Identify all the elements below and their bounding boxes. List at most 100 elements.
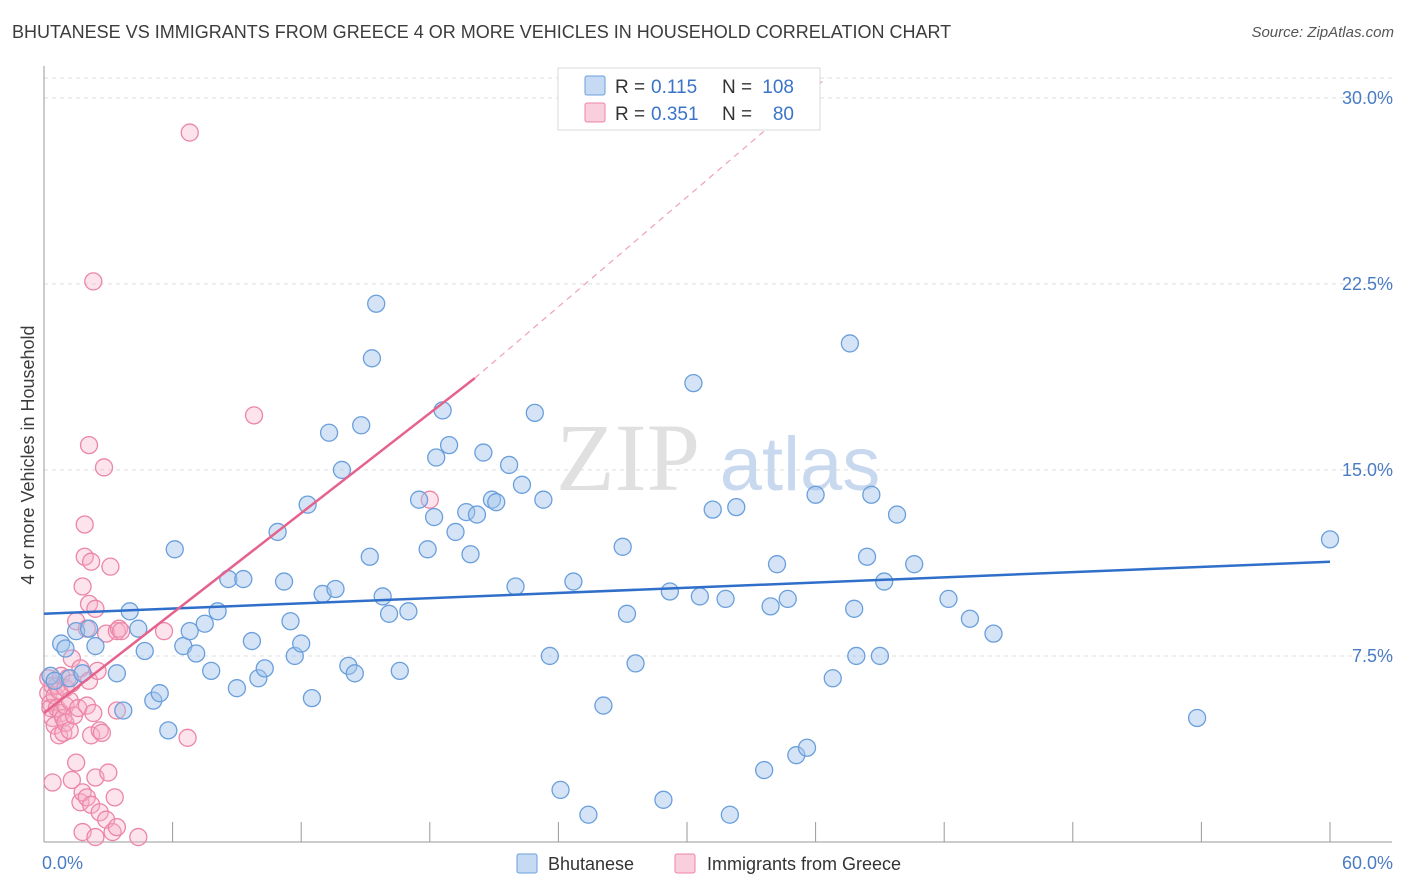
bhutanese-trend-line (43, 560, 1331, 616)
bhutanese-point (690, 587, 710, 606)
greece-point (107, 622, 127, 641)
legend-n-label-1: N = (722, 77, 752, 98)
bhutanese-point (373, 587, 392, 606)
greece-point (105, 788, 124, 807)
bhutanese-point (806, 485, 825, 504)
greece-point (86, 827, 105, 847)
bhutanese-point (345, 664, 364, 683)
bhutanese-point (660, 582, 680, 601)
greece-point (84, 272, 103, 291)
bhutanese-point (180, 622, 199, 641)
y-tick-labels: 7.5% 15.0% 22.5% 30.0% (1342, 88, 1393, 666)
bhutanese-point (887, 505, 907, 524)
bhutanese-point (107, 664, 127, 683)
bhutanese-point (439, 435, 459, 455)
bottom-legend: Bhutanese Immigrants from Greece (516, 853, 901, 874)
bhutanese-point (424, 507, 444, 527)
legend-r-value-2: 0.351 (651, 104, 699, 125)
bhutanese-point (797, 738, 817, 757)
bhutanese-point (551, 780, 570, 800)
series-greece-points (39, 123, 439, 847)
bhutanese-point (249, 669, 268, 688)
bhutanese-point (302, 688, 322, 708)
bhutanese-point (1320, 530, 1340, 549)
bhutanese-point (461, 545, 480, 564)
series-bhutanese-points (41, 294, 1340, 824)
bottom-legend-label-bhutanese: Bhutanese (548, 854, 634, 874)
bhutanese-point (720, 805, 740, 824)
bhutanese-point (195, 614, 214, 633)
bhutanese-point (352, 416, 371, 435)
watermark-zip: ZIP (556, 404, 700, 511)
bhutanese-point (684, 373, 703, 393)
source-label: Source: ZipAtlas.com (1251, 24, 1394, 41)
legend-swatch-greece (584, 102, 606, 123)
bhutanese-point (150, 684, 169, 703)
legend-box: R = 0.115 N = 108 R = 0.351 N = 80 (557, 67, 821, 131)
bhutanese-point (540, 646, 559, 666)
bhutanese-point (292, 634, 311, 653)
greece-trend-line (43, 377, 476, 714)
y-tick-label: 7.5% (1352, 646, 1393, 666)
greece-point (60, 721, 79, 740)
bhutanese-point (857, 547, 877, 566)
trend-lines (43, 77, 1331, 714)
bottom-legend-swatch-greece (674, 853, 696, 874)
greece-point (62, 770, 82, 790)
watermark: ZIP atlas (556, 404, 880, 511)
chart-title: BHUTANESE VS IMMIGRANTS FROM GREECE 4 OR… (12, 22, 952, 42)
bhutanese-point (298, 495, 317, 514)
bhutanese-point (234, 569, 253, 589)
greece-point (82, 552, 101, 571)
greece-point (99, 763, 118, 782)
bhutanese-point (379, 604, 399, 623)
bhutanese-point (767, 555, 787, 574)
y-tick-label: 22.5% (1342, 274, 1393, 294)
bhutanese-point (984, 624, 1003, 643)
bhutanese-point (870, 646, 890, 666)
bhutanese-point (487, 493, 506, 512)
bhutanese-point (144, 691, 163, 710)
greece-point (90, 721, 109, 740)
greece-point (101, 557, 120, 576)
y-tick-label: 30.0% (1342, 88, 1393, 108)
bhutanese-point (594, 696, 613, 715)
greece-point (94, 458, 114, 477)
bhutanese-point (512, 475, 532, 494)
bhutanese-point (339, 656, 358, 676)
bhutanese-point (960, 609, 980, 628)
greece-point (178, 728, 197, 747)
bhutanese-point (787, 746, 806, 765)
legend-r-label-2: R = (615, 104, 645, 125)
bhutanese-point (135, 641, 154, 661)
bhutanese-point (362, 349, 382, 368)
x-tick-label-min: 0.0% (42, 853, 83, 873)
greece-point (154, 622, 174, 641)
greece-point (420, 490, 439, 509)
bhutanese-point (187, 644, 206, 663)
bhutanese-point (716, 589, 735, 609)
greece-point (73, 577, 92, 596)
axes (43, 66, 1392, 843)
bhutanese-point (847, 646, 866, 666)
x-tick-label-max: 60.0% (1342, 853, 1393, 873)
bhutanese-point (79, 619, 99, 638)
bhutanese-point (86, 636, 105, 656)
watermark-atlas: atlas (720, 422, 881, 507)
bhutanese-point (534, 490, 553, 509)
bhutanese-point (840, 334, 860, 353)
greece-point (129, 827, 148, 847)
bhutanese-point (255, 659, 274, 678)
bhutanese-point (227, 679, 247, 698)
greece-point (244, 406, 264, 425)
greece-point (82, 726, 101, 745)
greece-point (43, 773, 62, 792)
bhutanese-point (525, 403, 544, 423)
bhutanese-point (367, 294, 386, 313)
greece-point (107, 701, 127, 720)
bhutanese-point (202, 661, 221, 680)
bhutanese-point (281, 612, 300, 631)
bhutanese-point (390, 661, 409, 680)
bhutanese-point (875, 572, 894, 591)
